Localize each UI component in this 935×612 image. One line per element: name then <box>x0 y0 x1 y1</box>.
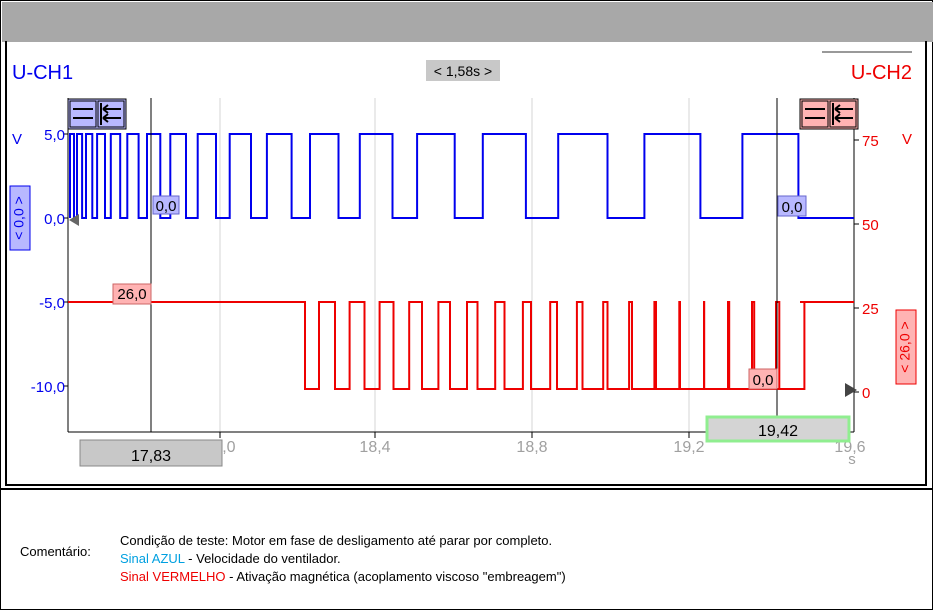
ch1-waveform <box>69 133 854 219</box>
ch2-title: U-CH2 <box>851 62 912 84</box>
ch2-waveform <box>68 301 854 390</box>
ch2-tick-label: 0 <box>862 385 870 402</box>
comment-line-1: Condição de teste: Motor em fase de desl… <box>120 533 553 548</box>
ch1-tick-labels: 5,0 0,0 -5,0 -10,0 <box>31 127 65 396</box>
time-tick-labels: 18,0 18,4 18,8 19,2 19,6 <box>204 439 865 456</box>
ch1-offset-button-bg[interactable] <box>9 185 31 251</box>
ch1-offset-marker-icon[interactable] <box>69 214 79 226</box>
ch2-cursor2-value: 0,0 <box>753 372 774 389</box>
ch1-unit: V <box>12 131 22 148</box>
cursor2-time-box[interactable] <box>705 415 851 443</box>
ch2-offset-button[interactable]: < 26,0 > <box>897 321 913 372</box>
ch1-cursor2-value: 0,0 <box>782 199 803 216</box>
time-tick-label: 19,2 <box>673 439 704 456</box>
plot-area[interactable] <box>68 98 854 432</box>
red-signal-label: Sinal VERMELHO <box>120 569 226 584</box>
ch1-offset-button[interactable]: < 0,0 > <box>11 196 27 240</box>
blue-signal-label: Sinal AZUL <box>120 551 185 566</box>
ch2-cursor2-value-bg <box>748 368 778 390</box>
ch1-scale-button[interactable] <box>67 98 127 130</box>
tick-marks <box>63 133 859 438</box>
cursor1-time-box[interactable] <box>79 439 223 467</box>
ch1-tick-label: 5,0 <box>44 127 65 144</box>
comment-line-3: Sinal VERMELHO - Ativação magnética (aco… <box>120 569 566 584</box>
ch1-tick-label: -10,0 <box>31 379 65 396</box>
ch2-tick-label: 75 <box>862 133 879 150</box>
scope-panel <box>5 41 927 486</box>
ch1-cursor1-value-bg <box>152 195 180 215</box>
time-span-button[interactable]: < 1,58s > <box>434 63 492 79</box>
ch2-scale-button[interactable] <box>799 98 859 130</box>
comment-panel: Comentário: Condição de teste: Motor em … <box>0 488 933 610</box>
cursor2-time[interactable]: 19,42 <box>758 423 798 440</box>
ch2-tick-label: 25 <box>862 301 879 318</box>
red-signal-description: - Ativação magnética (acoplamento viscos… <box>225 569 566 584</box>
cursor1-time[interactable]: 17,83 <box>131 448 171 465</box>
ch2-unit: V <box>902 131 912 148</box>
comment-label: Comentário: <box>20 544 91 559</box>
time-tick-label: 19,6 <box>834 439 865 456</box>
comment-line-2: Sinal AZUL - Velocidade do ventilador. <box>120 551 341 566</box>
top-bar <box>2 2 933 42</box>
ch2-offset-marker-icon[interactable] <box>845 383 857 397</box>
ch1-tick-label: -5,0 <box>39 295 65 312</box>
ch2-cursor1-value-bg <box>112 283 152 305</box>
oscilloscope-view[interactable]: U-CH1 U-CH2 < 1,58s > V V 5,0 0,0 -5,0 -… <box>0 0 935 488</box>
time-unit: s <box>848 451 856 468</box>
ch2-tick-labels: 75 50 25 0 <box>862 133 879 402</box>
ch2-offset-button-bg[interactable] <box>895 309 917 385</box>
time-span-button-bg[interactable] <box>426 60 500 81</box>
ch2-cursor1-value: 26,0 <box>117 286 146 303</box>
ch1-cursor2-value-bg <box>777 195 807 217</box>
ch2-tick-label: 50 <box>862 217 879 234</box>
time-tick-label: 18,8 <box>516 439 547 456</box>
ch1-cursor1-value: 0,0 <box>156 198 177 215</box>
ch1-title: U-CH1 <box>12 62 73 84</box>
time-tick-label: 18,4 <box>359 439 390 456</box>
blue-signal-description: - Velocidade do ventilador. <box>184 551 341 566</box>
ch1-tick-label: 0,0 <box>44 211 65 228</box>
